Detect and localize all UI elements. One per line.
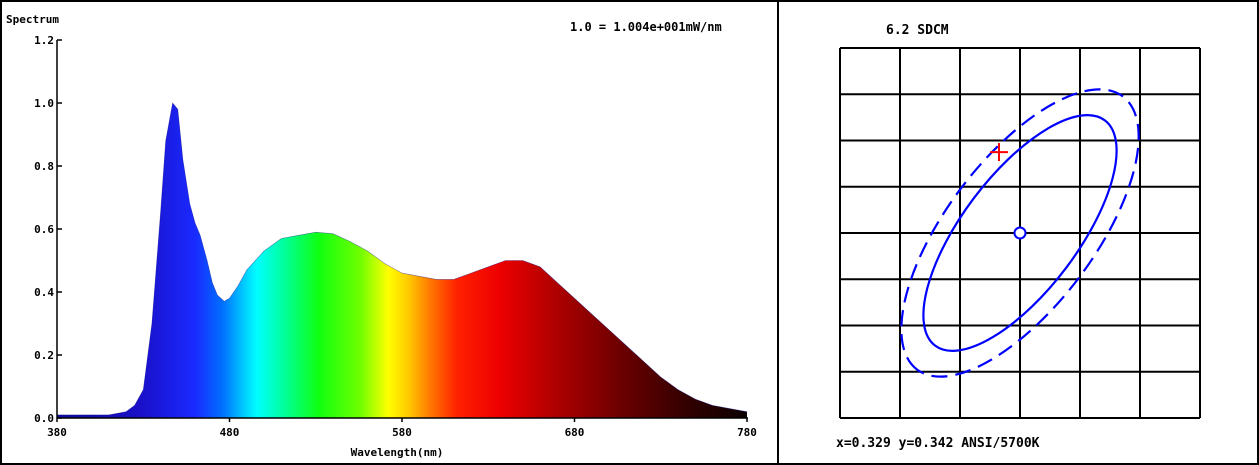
sdcm-panel: 6.2 SDCM x=0.329 y=0.342 ANSI/5700K <box>836 23 1201 451</box>
y-tick-label: 0.6 <box>34 223 54 236</box>
center-marker <box>1013 226 1027 240</box>
y-tick-label: 1.2 <box>34 34 54 47</box>
chromaticity-readout: x=0.329 y=0.342 ANSI/5700K <box>836 436 1040 451</box>
x-axis-label: Wavelength(nm) <box>351 446 444 459</box>
y-ticks: 0.0 0.2 0.4 0.6 0.8 1.0 1.2 <box>34 34 62 425</box>
y-tick-label: 0.8 <box>34 160 54 173</box>
scale-note: 1.0 = 1.004e+001mW/nm <box>570 20 722 34</box>
sdcm-title: 6.2 SDCM <box>886 23 949 38</box>
spectrum-title: Spectrum <box>6 13 59 26</box>
y-tick-label: 0.2 <box>34 349 54 362</box>
x-tick-label: 480 <box>220 426 240 439</box>
spectrum-area <box>57 103 747 418</box>
y-tick-label: 0.0 <box>34 412 54 425</box>
spectrum-panel: Spectrum 1.0 = 1.004e+001mW/nm 0.0 0.2 0.4… <box>6 13 757 459</box>
spectrum-outline <box>57 102 748 416</box>
x-tick-label: 680 <box>565 426 585 439</box>
x-tick-label: 580 <box>392 426 412 439</box>
ellipse-solid <box>922 114 1118 352</box>
spectrum-plot <box>57 102 748 418</box>
sdcm-marks <box>900 88 1140 378</box>
y-tick-label: 0.4 <box>34 286 54 299</box>
y-tick-label: 1.0 <box>34 97 54 110</box>
x-tick-label: 780 <box>737 426 757 439</box>
ellipse-dashed <box>900 88 1140 378</box>
x-ticks: 380 480 580 680 780 <box>47 418 757 439</box>
x-tick-label: 380 <box>47 426 67 439</box>
